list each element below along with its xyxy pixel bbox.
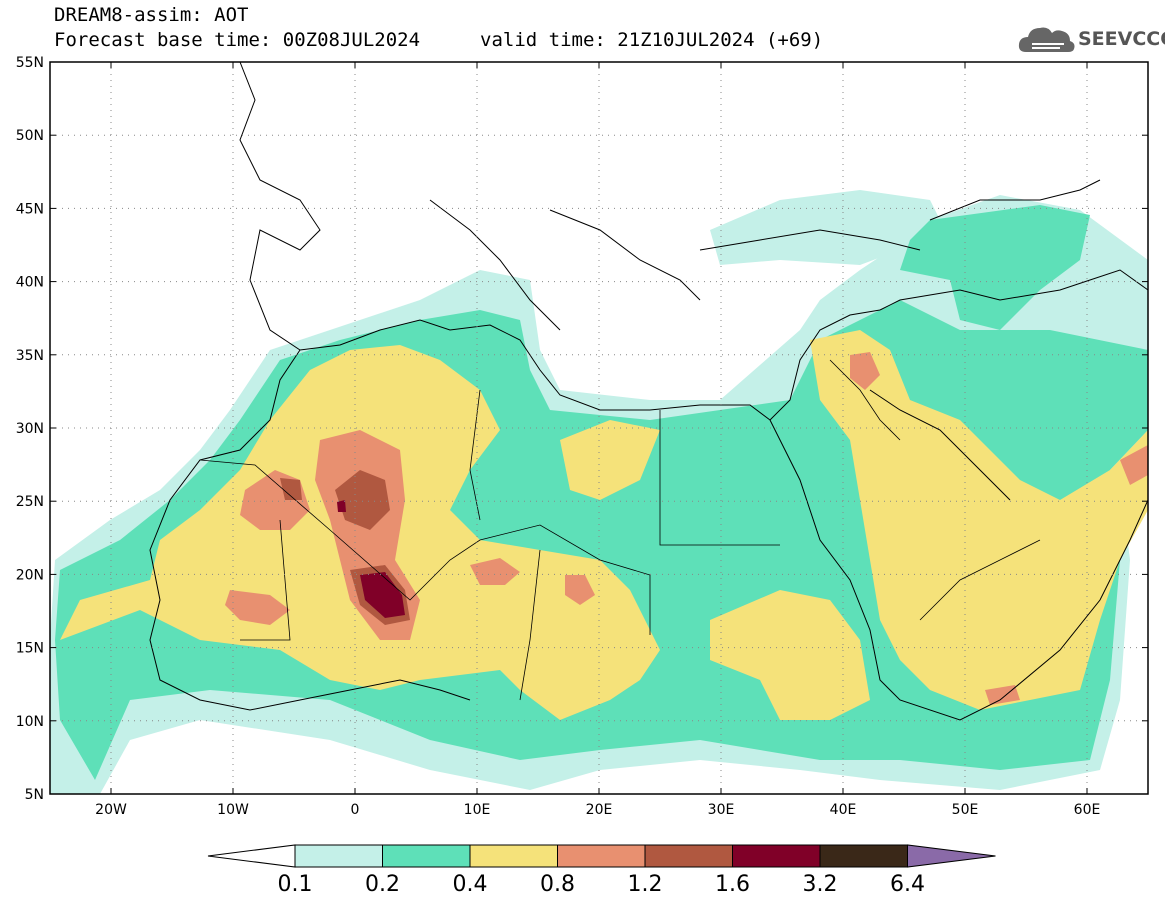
colorbar-level-label: 0.8 (540, 872, 575, 897)
colorbar-segment (819, 844, 908, 868)
cloud-icon (1018, 27, 1075, 52)
latitude-labels: 55N 50N 45N 40N 35N 30N 25N 20N 15N 10N 5N (16, 55, 44, 803)
aot-contour-fill (50, 190, 1148, 794)
forecast-base-time: Forecast base time: 00Z08JUL2024 (54, 29, 421, 51)
lat-label: 45N (16, 201, 44, 217)
longitude-labels: 20W 10W 0 10E 20E 30E 40E 50E 60E (95, 802, 1100, 818)
coastlines (149, 62, 1148, 721)
colorbar-segment (732, 844, 821, 868)
colorbar-segment (382, 844, 471, 868)
lon-label: 50E (952, 802, 979, 818)
colorbar-extend-low (207, 844, 296, 868)
colorbar-level-label: 0.4 (453, 872, 488, 897)
lat-label: 10N (16, 714, 44, 730)
valid-time: valid time: 21Z10JUL2024 (+69) (480, 29, 824, 51)
colorbar-level-label: 6.4 (890, 872, 925, 897)
logo-text: SEEVCCC (1078, 28, 1165, 50)
colorbar (207, 844, 996, 868)
map-gridlines (50, 62, 1148, 794)
lat-label: 25N (16, 494, 44, 510)
colorbar-labels: 0.1 0.2 0.4 0.8 1.2 1.6 3.2 6.4 (278, 872, 926, 897)
lon-label: 40E (830, 802, 857, 818)
colorbar-segment (469, 844, 558, 868)
lon-label: 20W (95, 802, 127, 818)
lon-label: 0 (351, 802, 360, 818)
lat-label: 30N (16, 421, 44, 437)
lon-label: 30E (708, 802, 735, 818)
lon-label: 20E (586, 802, 613, 818)
lat-label: 5N (25, 787, 44, 803)
colorbar-level-label: 0.1 (278, 872, 313, 897)
colorbar-level-label: 1.2 (628, 872, 663, 897)
colorbar-level-label: 0.2 (365, 872, 400, 897)
lat-label: 15N (16, 641, 44, 657)
colorbar-extend-high (907, 844, 996, 868)
axis-ticks (50, 61, 1148, 795)
colorbar-segment (644, 844, 733, 868)
lat-label: 50N (16, 128, 44, 144)
lat-label: 40N (16, 275, 44, 291)
seevccc-logo: SEEVCCC (1018, 22, 1165, 58)
lat-label: 55N (16, 55, 44, 71)
lat-label: 20N (16, 567, 44, 583)
colorbar-level-label: 1.6 (715, 872, 750, 897)
lat-label: 35N (16, 348, 44, 364)
colorbar-level-label: 3.2 (803, 872, 838, 897)
lon-label: 10E (464, 802, 491, 818)
colorbar-segment (557, 844, 646, 868)
lon-label: 60E (1074, 802, 1101, 818)
map-title: DREAM8-assim: AOT (54, 4, 249, 26)
colorbar-segment (294, 844, 383, 868)
lon-label: 10W (217, 802, 249, 818)
